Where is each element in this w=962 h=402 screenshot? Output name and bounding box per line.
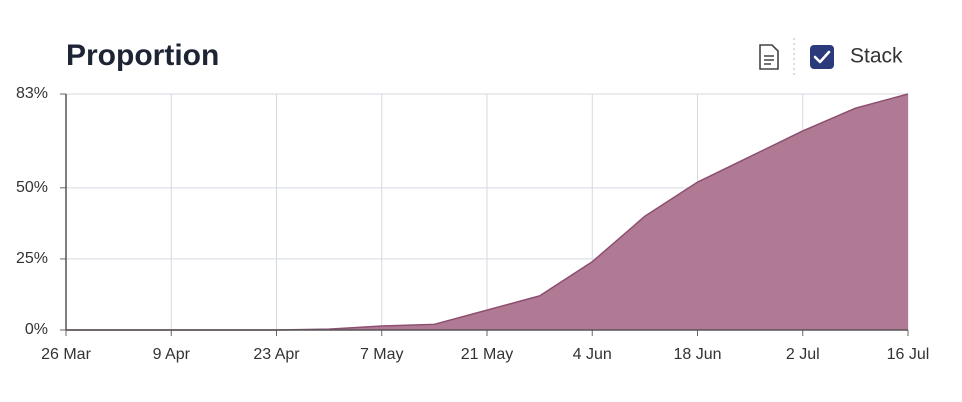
stack-label[interactable]: Stack bbox=[850, 45, 903, 68]
checkmark bbox=[813, 50, 831, 64]
x-tick-label: 9 Apr bbox=[153, 346, 191, 363]
y-tick-label: 25% bbox=[16, 250, 48, 267]
export-icon-lines bbox=[764, 55, 774, 65]
x-tick-label: 23 Apr bbox=[253, 346, 300, 363]
x-tick-label: 26 Mar bbox=[41, 346, 91, 363]
x-tick-label: 16 Jul bbox=[887, 346, 930, 363]
x-tick-label: 18 Jun bbox=[673, 346, 721, 363]
area bbox=[66, 94, 908, 330]
export-icon-shape[interactable] bbox=[759, 44, 779, 70]
export-icon[interactable] bbox=[759, 44, 779, 70]
x-tick-label: 21 May bbox=[461, 346, 513, 363]
chart-title: Proportion bbox=[66, 39, 219, 72]
checkbox[interactable] bbox=[810, 45, 834, 69]
y-tick-label: 0% bbox=[25, 321, 48, 338]
x-tick-label: 4 Jun bbox=[573, 346, 612, 363]
stack-checkbox[interactable] bbox=[810, 45, 834, 69]
x-tick-label: 7 May bbox=[360, 346, 404, 363]
y-tick-label: 50% bbox=[16, 179, 48, 196]
y-tick-label: 83% bbox=[16, 85, 48, 102]
x-tick-label: 2 Jul bbox=[786, 346, 820, 363]
